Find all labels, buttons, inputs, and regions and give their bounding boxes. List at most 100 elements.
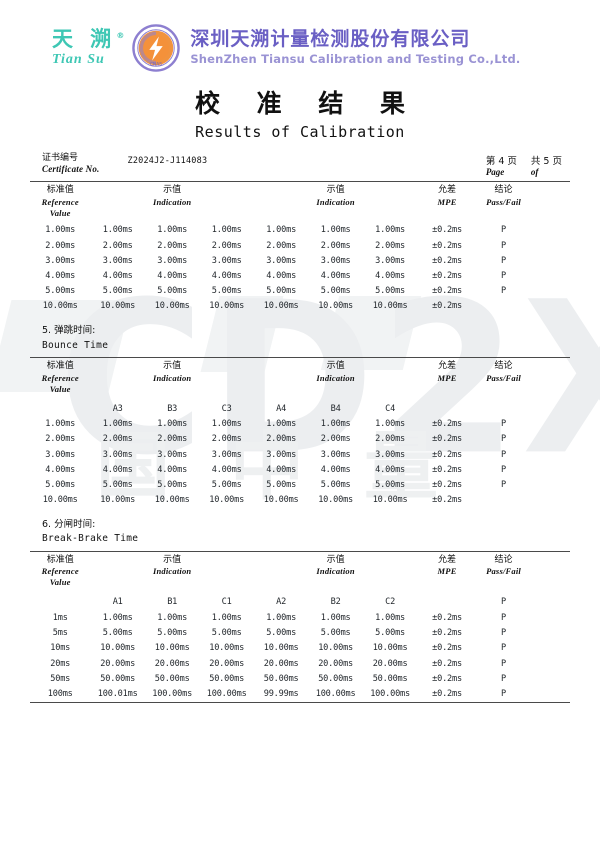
col-header-reference: 标准值 Reference Value	[30, 180, 91, 223]
cell-indication-4: 1.00ms	[266, 225, 297, 236]
cell-indication-4: 99.99ms	[263, 688, 299, 699]
col-header-indication-1: 示值 Indication	[90, 180, 254, 223]
cell-tail	[530, 299, 570, 315]
cell-indication-2: 1.00ms	[157, 225, 188, 236]
cell-indication-3: 3.00ms	[211, 255, 242, 266]
cell-tail	[530, 417, 570, 432]
cell-mpe: ±0.2ms	[432, 255, 462, 266]
table-row: 2.00ms 2.00ms 2.00ms 2.00ms 2.00ms 2.00ms 2.00…	[30, 432, 570, 447]
col-header-mpe-cn: 允差	[438, 360, 457, 371]
page-number-cn: 第 4 页	[485, 156, 517, 167]
section-heading-en: Break-Brake Time	[42, 533, 139, 545]
cell-indication-2: 1.00ms	[157, 613, 188, 623]
certificate-no-value: Z2024J2-J114083	[127, 156, 208, 166]
cell-indication-4: 1.00ms	[266, 613, 297, 623]
cell-indication-1: 5.00ms	[102, 628, 133, 639]
cell-indication-3: 10.00ms	[209, 495, 245, 506]
cell-reference-value: 4.00ms	[45, 270, 76, 281]
cell-indication-2: 5.00ms	[157, 479, 188, 490]
table-row: 100ms 100.01ms 100.00ms 100.00ms 99.99ms 100.…	[30, 686, 570, 702]
channel-label-row: A1 B1 C1 A2 B2 C2 P	[30, 592, 570, 610]
cell-indication-4: 3.00ms	[266, 255, 297, 266]
col-header-indication-1-cn: 示值	[163, 554, 182, 565]
cell-indication-1: 3.00ms	[102, 255, 133, 266]
col-header-passfail-cn: 结论	[494, 360, 513, 371]
cell-indication-5: 4.00ms	[320, 270, 351, 281]
cell-tail	[530, 284, 570, 299]
cell-indication-5: 2.00ms	[320, 240, 351, 251]
col-header-passfail-en: Pass/Fail	[486, 372, 521, 383]
cell-indication-5: 5.00ms	[320, 628, 351, 639]
cell-passfail: P	[501, 628, 507, 639]
company-name: 深圳天溯计量检测股份有限公司 ShenZhen Tiansu Calibrati…	[190, 29, 520, 66]
cell-indication-3: 10.00ms	[209, 301, 245, 312]
cell-mpe: ±0.2ms	[432, 673, 462, 684]
col-header-indication-1-cn: 示值	[163, 360, 182, 371]
cell-reference-value: 10.00ms	[42, 495, 78, 506]
cell-mpe: ±0.2ms	[432, 613, 462, 623]
channel-label-B4: B4	[330, 403, 341, 414]
cell-indication-2: 10.00ms	[154, 495, 190, 506]
cell-indication-3: 2.00ms	[211, 240, 242, 251]
cell-indication-1: 10.00ms	[100, 301, 136, 312]
cell-mpe: ±0.2ms	[432, 419, 462, 430]
cell-passfail: P	[501, 613, 507, 623]
cell-indication-6: 100.00ms	[370, 688, 410, 699]
cell-indication-3: 5.00ms	[211, 286, 242, 297]
section-heading-section-6: 6. 分闸时间: Break-Brake Time	[30, 518, 570, 547]
table-row: 5ms 5.00ms 5.00ms 5.00ms 5.00ms 5.00ms 5.00ms ±…	[30, 626, 570, 641]
channel-label-A3: A3	[112, 403, 123, 414]
channel-label-tail	[530, 399, 570, 417]
cell-indication-2: 3.00ms	[157, 449, 188, 460]
page-total: 共 5 页 of	[531, 153, 562, 177]
channel-label-P: P	[501, 597, 507, 608]
cell-mpe: ±0.2ms	[432, 495, 462, 506]
cell-indication-1: 100.01ms	[97, 688, 138, 699]
cell-indication-3: 20.00ms	[209, 658, 245, 669]
cell-reference-value: 20ms	[50, 658, 71, 669]
channel-label-empty	[30, 399, 90, 417]
section-heading-cn: 5. 弹跳时间:	[42, 325, 96, 337]
col-header-passfail-cn: 结论	[494, 185, 513, 195]
col-header-passfail-cn: 结论	[494, 554, 513, 565]
cell-mpe: ±0.2ms	[432, 225, 462, 236]
cell-indication-5: 1.00ms	[320, 225, 351, 236]
cell-reference-value: 5.00ms	[45, 479, 76, 490]
cell-indication-5: 2.00ms	[320, 434, 351, 445]
col-header-reference-en: Reference	[41, 196, 79, 207]
table-row: 1.00ms 1.00ms 1.00ms 1.00ms 1.00ms 1.00ms 1.00…	[30, 223, 570, 238]
cell-mpe: ±0.2ms	[432, 270, 462, 281]
cell-indication-2: 1.00ms	[157, 419, 188, 430]
channel-label-C2: C2	[385, 597, 396, 608]
cell-indication-6: 50.00ms	[372, 673, 408, 684]
certificate-meta: 证书编号 Certificate No. Z2024J2-J114083 第 4…	[30, 153, 570, 177]
col-header-tail	[530, 550, 570, 593]
page-total-label: of	[530, 167, 539, 177]
channel-label-B3: B3	[167, 403, 178, 414]
col-header-indication-1: 示值 Indication	[90, 550, 254, 593]
cell-indication-3: 4.00ms	[211, 464, 242, 475]
col-header-indication-2-en: Indication	[316, 372, 355, 383]
col-header-reference-en2: Value	[49, 207, 71, 218]
cell-mpe: ±0.2ms	[432, 301, 462, 312]
brand-name-en: Tian Su	[52, 51, 105, 67]
col-header-reference-en2: Value	[49, 577, 71, 588]
table-row: 10.00ms 10.00ms 10.00ms 10.00ms 10.00ms 10.00…	[30, 299, 570, 315]
col-header-mpe: 允差 MPE	[417, 180, 477, 223]
cell-passfail: P	[501, 255, 507, 266]
col-header-tail	[530, 180, 570, 223]
table-row: 4.00ms 4.00ms 4.00ms 4.00ms 4.00ms 4.00ms 4.00…	[30, 462, 570, 477]
cell-reference-value: 1ms	[52, 613, 68, 623]
cell-indication-4: 1.00ms	[266, 419, 297, 430]
col-header-reference: 标准值 Reference Value	[30, 550, 91, 593]
channel-label-A4: A4	[276, 403, 287, 414]
cell-indication-6: 20.00ms	[372, 658, 408, 669]
col-header-indication-1-en: Indication	[152, 372, 192, 383]
section-heading-cn: 6. 分闸时间:	[42, 519, 96, 531]
cell-indication-2: 2.00ms	[157, 240, 188, 251]
cell-passfail: P	[501, 225, 507, 236]
cell-indication-3: 3.00ms	[211, 449, 242, 460]
table-row: 1ms 1.00ms 1.00ms 1.00ms 1.00ms 1.00ms 1.00ms ±…	[30, 610, 570, 625]
page-title-cn: 校 准 结 果	[194, 89, 420, 118]
